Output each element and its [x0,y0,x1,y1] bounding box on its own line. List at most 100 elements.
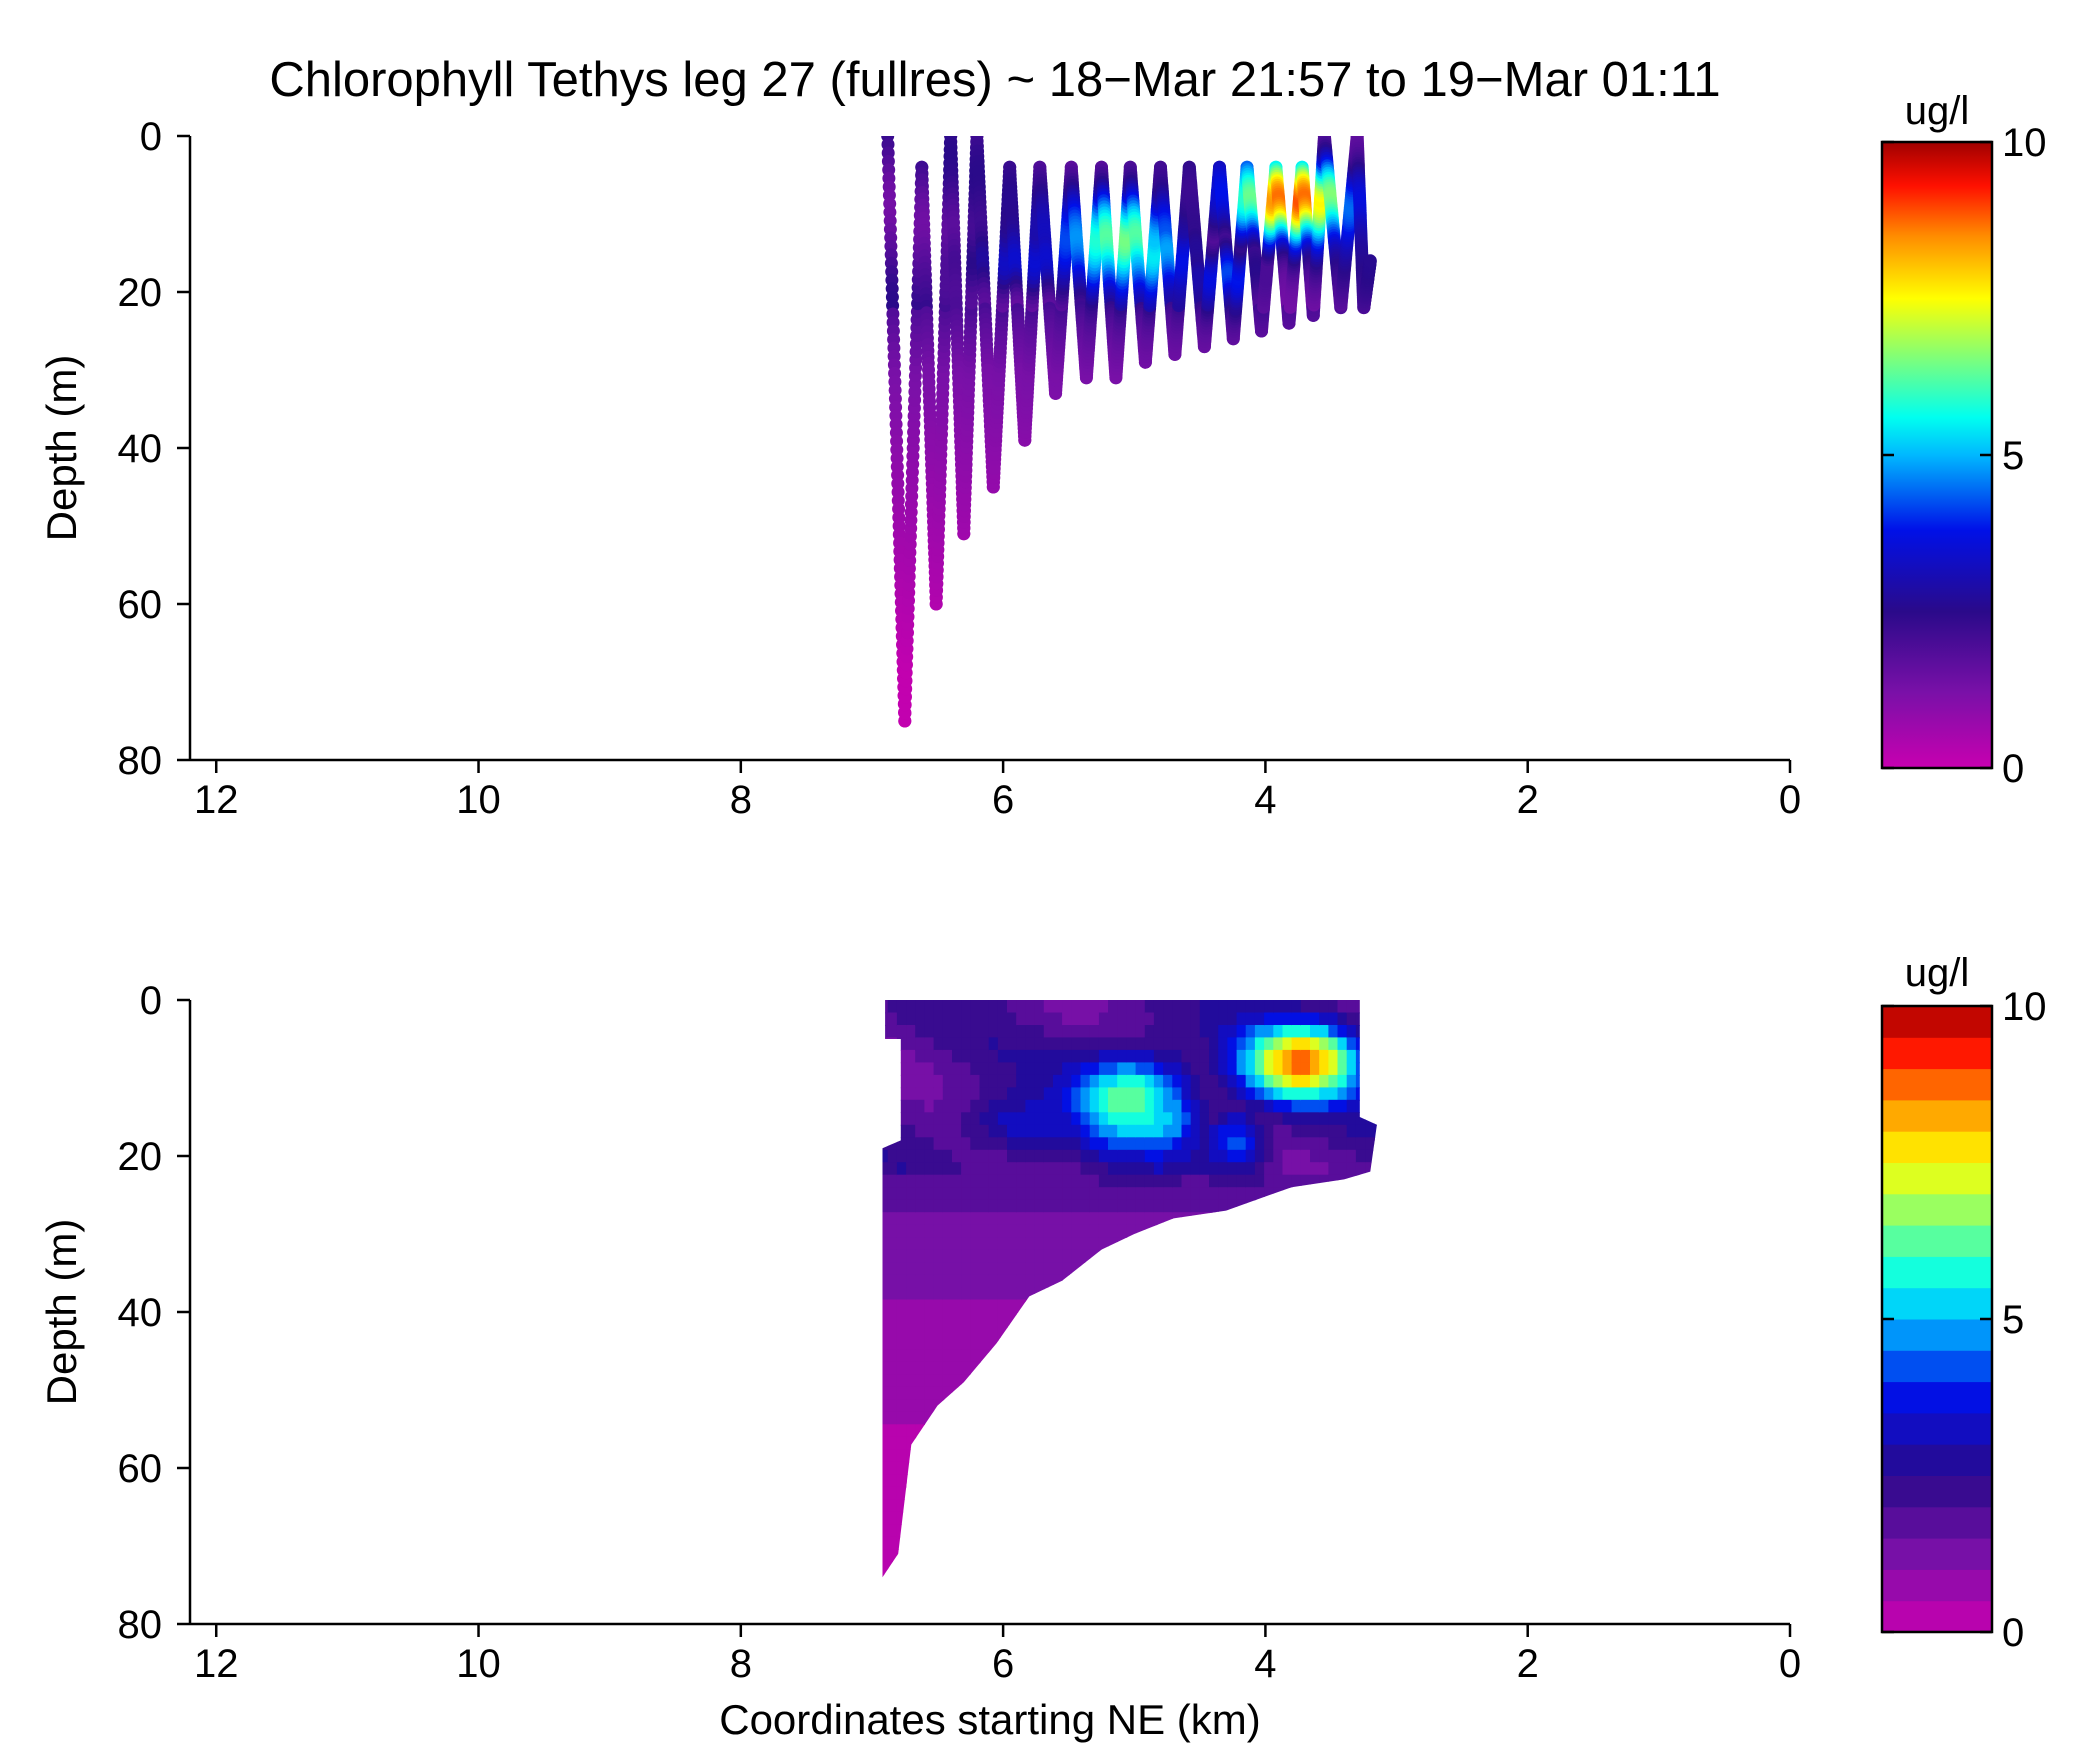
contour-cell [1062,1224,1073,1238]
contour-cell [1264,1037,1275,1051]
contour-cell [942,1524,953,1538]
contour-cell [1310,1474,1320,1488]
contour-cell [1126,1000,1137,1014]
contour-cell [1199,1199,1210,1213]
contour-cell [1071,1112,1082,1126]
contour-cell [1246,1587,1256,1600]
contour-cell [1025,1474,1036,1488]
contour-cell [1025,1587,1035,1600]
contour-cell [887,1012,898,1026]
contour-cell [896,1237,907,1251]
contour-cell [1163,1237,1174,1251]
contour-cell [1254,1411,1265,1426]
contour-cell [970,1486,981,1500]
contour-cell [924,1137,935,1151]
contour-cell [1365,1025,1376,1039]
contour-cell [1355,1486,1366,1500]
contour-cell [1282,1162,1293,1176]
contour-cell [1300,1149,1311,1164]
contour-cell [997,1324,1008,1338]
contour-cell [896,1361,907,1376]
contour-cell [1126,1174,1137,1188]
contour-cell [1034,1137,1045,1151]
contour-cell [1355,1012,1366,1026]
contour-cell [1016,1474,1027,1488]
contour-cell [1126,1324,1137,1338]
contour-cell [1016,1012,1027,1026]
contour-cell [1227,1149,1238,1164]
contour-cell [1108,1062,1118,1076]
contour-cell [1062,1511,1073,1525]
contour-cell [952,1087,962,1101]
contour-cell [1098,1511,1109,1525]
contour-cell [970,1524,981,1538]
contour-cell [1328,1249,1339,1263]
contour-cell [1181,1087,1192,1101]
y-tick-label: 0 [140,115,162,159]
contour-cell [1199,1486,1210,1500]
contour-cell [1098,1224,1109,1238]
contour-cell [988,1574,999,1578]
contour-cell [1016,1037,1027,1051]
contour-cell [1144,1137,1155,1151]
contour-cell [1319,1324,1330,1338]
contour-cell [924,1324,935,1338]
contour-cell [1328,1499,1339,1513]
contour-cell [942,1312,953,1326]
contour-cell [997,1062,1008,1076]
contour-cell [1328,1287,1339,1301]
contour-cell [1108,1549,1118,1563]
contour-cell [933,1486,944,1500]
contour-cell [997,1424,1008,1438]
contour-cell [896,1424,907,1438]
contour-cell [1310,1299,1320,1313]
contour-cell [1300,1074,1311,1089]
contour-cell [1089,1262,1100,1276]
contour-cell [1007,1187,1017,1201]
contour-cell [1062,1549,1073,1563]
contour-cell [1209,1561,1219,1575]
contour-cell [1209,1449,1219,1463]
contour-cell [1236,1287,1247,1301]
contour-cell [1098,1037,1109,1051]
contour-cell [1016,1587,1026,1600]
contour-cell [933,1099,944,1114]
contour-cell [1273,1337,1284,1351]
contour-cell [952,1299,962,1313]
contour-cell [1153,1374,1164,1388]
contour-cell [1153,1074,1164,1089]
contour-cell [1300,1449,1311,1463]
contour-cell [1117,1549,1128,1563]
contour-cell [970,1536,981,1550]
contour-cell [924,1399,935,1413]
contour-cell [988,1112,999,1126]
contour-cell [933,1074,944,1089]
contour-cell [1209,1174,1219,1188]
contour-cell [1245,1361,1256,1376]
contour-cell [942,1574,953,1578]
contour-cell [1117,1212,1128,1226]
contour-cell [1163,1099,1174,1114]
contour-cell [924,1099,935,1114]
contour-cell [1218,1474,1229,1488]
contour-cell [1034,1474,1045,1488]
contour-cell [942,1349,953,1363]
contour-cell [1328,1012,1339,1026]
contour-cell [1062,1037,1073,1051]
contour-cell [1163,1486,1174,1500]
contour-cell [1089,1449,1100,1463]
contour-cell [1218,1124,1229,1139]
contour-cell [1227,1037,1238,1051]
contour-cell [1300,1287,1311,1301]
contour-cell [1236,1299,1247,1313]
contour-cell [1053,1574,1063,1578]
contour-cell [1016,1187,1027,1201]
contour-cell [1209,1037,1219,1051]
contour-cell [1254,1424,1265,1438]
contour-cell [1273,1174,1284,1188]
contour-cell [1098,1524,1109,1538]
contour-cell [1053,1249,1063,1263]
contour-cell [1310,1000,1320,1014]
contour-cell [1181,1436,1192,1451]
